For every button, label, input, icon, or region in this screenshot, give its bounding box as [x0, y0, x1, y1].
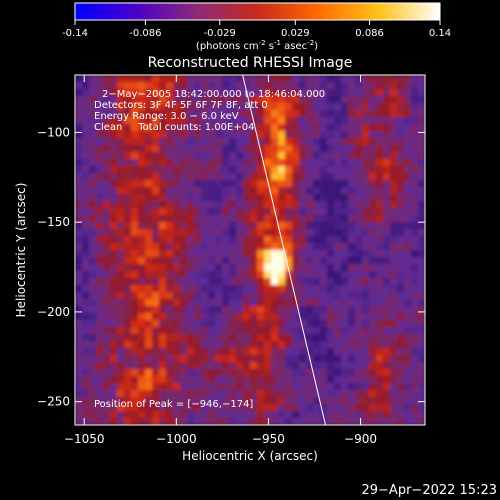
- x-tick-label: −950: [252, 432, 285, 446]
- annotation-detectors: Detectors: 3F 4F 5F 6F 7F 8F, att 0: [94, 100, 268, 111]
- x-tick-label: −900: [344, 432, 377, 446]
- x-tick-label: −1000: [156, 432, 197, 446]
- y-tick-labels: −100 −150 −200 −250: [37, 125, 70, 408]
- colorbar-units: (photons cm-2 s-1 asec-2): [196, 39, 318, 52]
- annotation-clean: Clean Total counts: 1.00E+04: [94, 122, 254, 133]
- colorbar-ticks: [74, 20, 441, 25]
- colorbar-tick-label: -0.086: [129, 28, 161, 39]
- x-tick-labels: −1050 −1000 −950 −900: [64, 432, 377, 446]
- colorbar: [74, 2, 441, 21]
- solar-limb-line: [242, 75, 327, 425]
- colorbar-tick-label: 0.14: [429, 28, 451, 39]
- colorbar-tick-label: 0.029: [281, 28, 310, 39]
- image-annotations: 2−May−2005 18:42:00.000 to 18:46:04.000 …: [94, 89, 325, 410]
- colorbar-tick-labels: -0.14 -0.086 -0.029 0.029 0.086 0.14: [62, 28, 451, 39]
- heatmap-image: [75, 75, 425, 425]
- y-tick-label: −250: [37, 395, 70, 409]
- colorbar-tick-label: -0.14: [62, 28, 88, 39]
- y-tick-label: −150: [37, 215, 70, 229]
- plot-frame: [74, 74, 426, 426]
- colorbar-tick-label: -0.029: [204, 28, 236, 39]
- annotation-energy-range: Energy Range: 3.0 − 6.0 keV: [94, 111, 239, 122]
- chart-title: Reconstructed RHESSI Image: [148, 55, 353, 71]
- y-tick-label: −200: [37, 305, 70, 319]
- x-tick-label: −1050: [64, 432, 105, 446]
- annotation-peak-position: Position of Peak = [−946,−174]: [94, 399, 253, 410]
- colorbar-tick-label: 0.086: [355, 28, 384, 39]
- x-axis-label: Heliocentric X (arcsec): [182, 449, 318, 463]
- footer-date: 29−Apr−2022 15:23: [362, 483, 498, 498]
- annotation-time-range: 2−May−2005 18:42:00.000 to 18:46:04.000: [102, 89, 325, 100]
- axis-ticks: [75, 75, 425, 425]
- y-tick-label: −100: [37, 125, 70, 139]
- y-axis-label: Heliocentric Y (arcsec): [14, 183, 28, 318]
